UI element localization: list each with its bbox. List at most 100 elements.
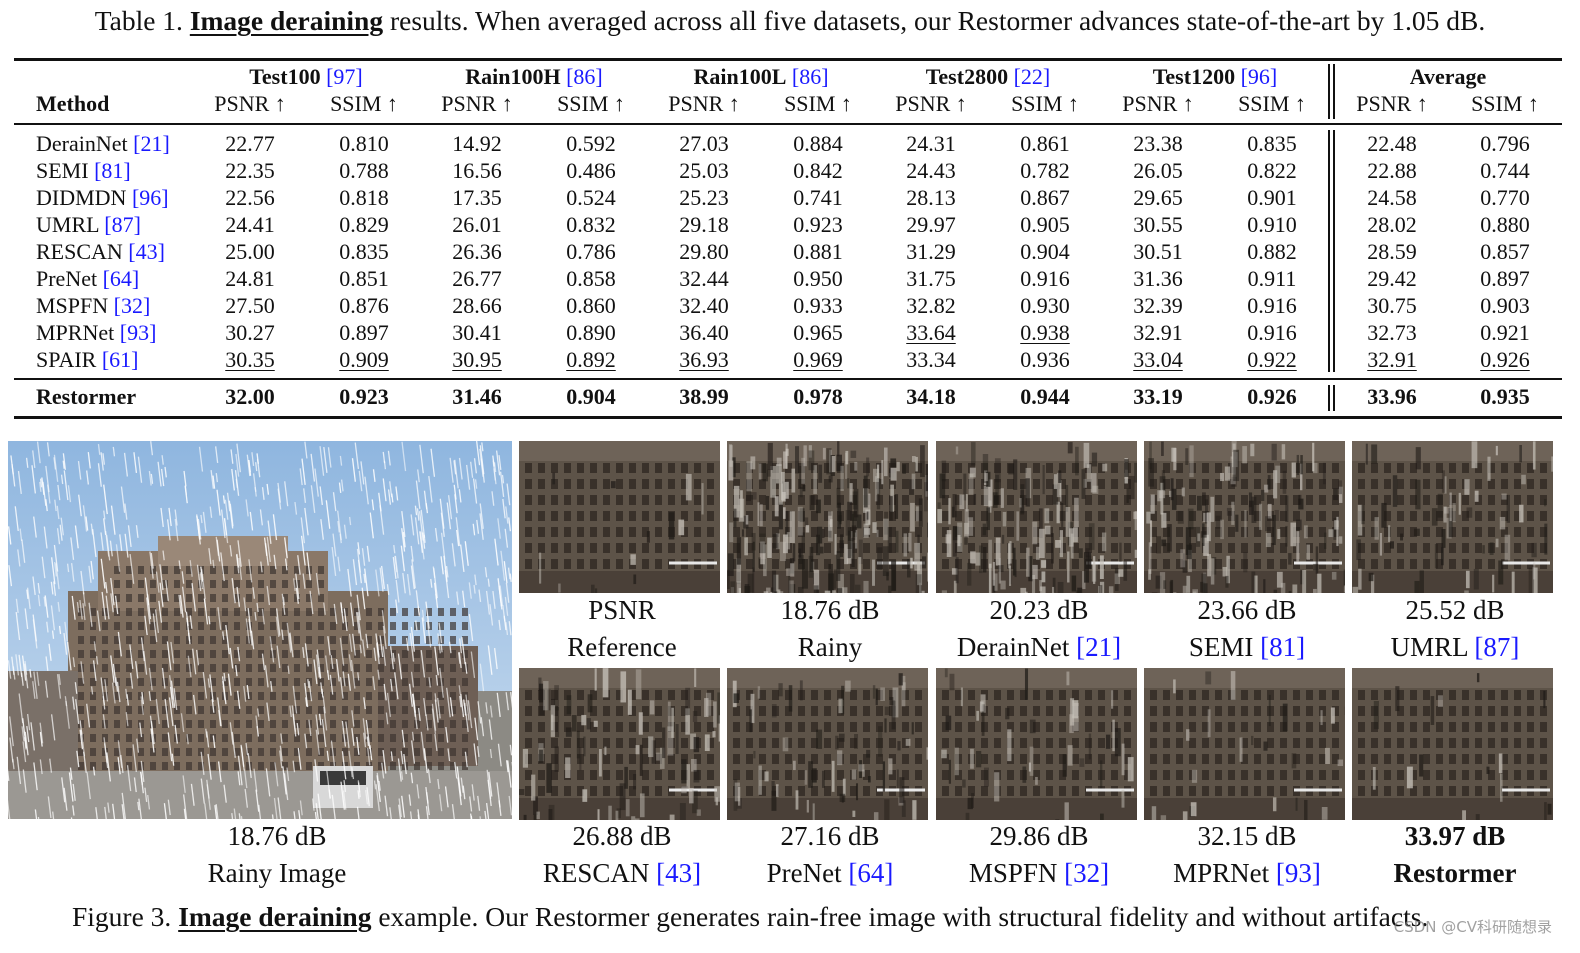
table-cell: 0.921 [1480,320,1530,345]
ssim-header: SSIM ↑ [557,91,625,116]
table-cell: 0.930 [1020,293,1070,318]
thumb-mprnet-label-text: MPRNet [1173,858,1270,888]
thumb-rainy [727,441,928,593]
table-cell: 25.03 [679,158,729,183]
table-cell: 17.35 [452,185,502,210]
dataset-citation: [96] [1240,64,1278,89]
thumb-semi [1144,441,1345,593]
table-cell: 0.884 [793,131,843,156]
table-top-rule [14,58,1562,61]
thumb-derainnet-label-text: DerainNet [956,632,1070,662]
thumb-semi-label-text: SEMI [1188,632,1254,662]
thumb-mprnet-psnr: 32.15 dB [1197,821,1297,851]
table-cell: 0.903 [1480,293,1530,318]
watermark: CSDN @CV科研随想录 [1393,918,1552,936]
table-cell: 28.13 [906,185,956,210]
dataset-header: Test100 [97] [249,64,362,90]
figure-caption-prefix: Figure 3. [72,901,172,932]
table-cell: 28.59 [1367,239,1417,264]
table-cell: 31.29 [906,239,956,264]
dataset-name: Average [1409,64,1487,89]
table-cell: 27.03 [679,131,729,156]
thumb-umrl-label: UMRL [87] [1391,631,1520,663]
psnr-header: PSNR ↑ [1122,91,1194,116]
ssim-header: SSIM ↑ [330,91,398,116]
table-cell: 0.926 [1480,347,1530,372]
dataset-citation: [86] [566,64,603,89]
table-cell: 0.829 [339,212,389,237]
table-cell: 0.950 [793,266,843,291]
dataset-header: Average [1410,64,1487,90]
table-cell: 29.18 [679,212,729,237]
thumb-derainnet-citation: [21] [1076,632,1122,662]
table-cell: 0.822 [1247,158,1297,183]
thumb-rescan-citation: [43] [656,858,702,888]
psnr-header: PSNR ↑ [668,91,740,116]
table-cell: 24.81 [225,266,275,291]
table-cell: 36.40 [679,320,729,345]
table-cell: 0.905 [1020,212,1070,237]
table-cell: 30.27 [225,320,275,345]
table-cell: 0.890 [566,320,616,345]
thumb-rescan [519,668,720,820]
method-name: DerainNet [21] [36,131,170,157]
thumb-rainy-label-text: Rainy [797,632,863,662]
thumb-mspfn [936,668,1137,820]
table-cell: 0.922 [1247,347,1297,372]
psnr-header: PSNR ↑ [441,91,513,116]
thumb-restormer [1352,668,1553,820]
method-name: UMRL [87] [36,212,141,238]
method-citation: [32] [113,293,151,318]
table-cell: 33.64 [906,320,956,345]
method-name: PreNet [64] [36,266,139,292]
table-cell: 0.916 [1247,293,1297,318]
thumb-derainnet-psnr: 20.23 dB [989,595,1089,625]
main-image-psnr: 18.76 dB [227,821,327,851]
thumb-mspfn-citation: [32] [1064,858,1110,888]
thumb-rescan-label-text: RESCAN [542,858,650,888]
table-cell: 0.832 [566,212,616,237]
thumb-reference-label: Reference [567,631,676,663]
method-citation: [81] [94,158,131,183]
table-cell: 0.876 [339,293,389,318]
table-cell: 0.857 [1480,239,1530,264]
ssim-header: SSIM ↑ [1471,91,1539,116]
table-cell-restormer: 0.978 [793,384,843,409]
dataset-header: Rain100L [86] [693,64,828,90]
thumb-mspfn-label-text: MSPFN [968,858,1058,888]
table-cell: 0.892 [566,347,616,372]
table-cell: 0.782 [1020,158,1070,183]
method-label: PreNet [36,266,98,291]
method-citation: [21] [133,131,170,156]
method-name: SEMI [81] [36,158,131,184]
thumb-mspfn-label: MSPFN [32] [969,857,1109,889]
method-label: SEMI [36,158,89,183]
thumb-rescan-psnr: 26.88 dB [572,821,672,851]
thumb-restormer-label: Restormer [1394,857,1517,889]
table-cell: 0.881 [793,239,843,264]
dataset-name: Test100 [249,64,321,89]
table-vrule [1328,130,1330,372]
table-caption-keyword: Image deraining [189,5,384,36]
table-cell: 25.00 [225,239,275,264]
psnr-header: PSNR ↑ [1356,91,1428,116]
table-cell: 14.92 [452,131,502,156]
table-cell: 32.91 [1367,347,1417,372]
table-cell: 31.36 [1133,266,1183,291]
table-cell: 0.965 [793,320,843,345]
table-cell: 0.910 [1247,212,1297,237]
table-cell: 0.842 [793,158,843,183]
table-cell: 29.42 [1367,266,1417,291]
table-cell: 0.923 [793,212,843,237]
method-citation: [43] [128,239,165,264]
thumb-reference [519,441,720,593]
table-cell: 30.55 [1133,212,1183,237]
table-cell: 32.40 [679,293,729,318]
thumb-mprnet-citation: [93] [1275,858,1321,888]
method-citation: [96] [131,185,169,210]
thumb-rescan-label: RESCAN [43] [543,857,701,889]
table-cell: 0.818 [339,185,389,210]
thumb-mspfn-psnr: 29.86 dB [989,821,1089,851]
table-vrule [1328,385,1330,411]
table-cell: 25.23 [679,185,729,210]
